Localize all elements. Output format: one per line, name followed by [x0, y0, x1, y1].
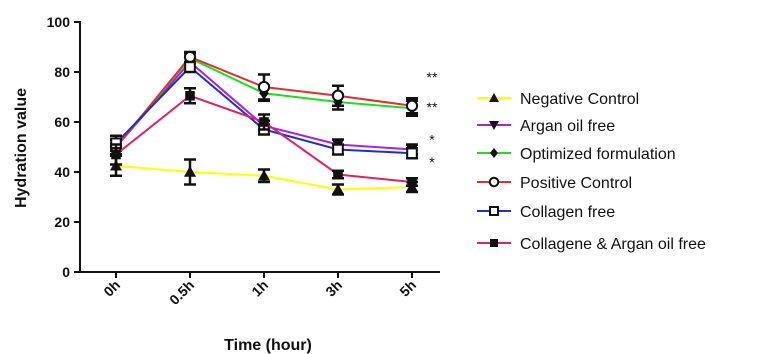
data-point	[184, 166, 196, 177]
series-4	[109, 50, 419, 156]
y-tick-label: 100	[47, 14, 71, 30]
legend-entry: Collagene & Argan oil free	[477, 236, 706, 253]
y-tick-label: 80	[54, 64, 70, 80]
x-tick-label: 3h	[322, 277, 345, 300]
legend-marker	[488, 176, 500, 188]
data-point	[405, 99, 419, 112]
data-point	[257, 80, 271, 94]
y-axis-title: Hydration value	[13, 88, 30, 208]
legend-entry: Negative Control	[477, 91, 639, 108]
legend-marker	[489, 93, 499, 102]
y-tick-label: 60	[54, 114, 70, 130]
legend-label: Optimized formulation	[520, 146, 676, 163]
legend-marker	[490, 239, 498, 247]
data-point	[406, 147, 418, 160]
x-axis-title: Time (hour)	[224, 337, 312, 354]
legend-label: Collagen free	[520, 204, 615, 221]
significance-annotations: ******	[427, 69, 438, 170]
legend-entry: Positive Control	[477, 175, 632, 192]
x-tick-label: 5h	[396, 277, 419, 300]
legend-marker	[489, 206, 499, 216]
legend-marker	[489, 121, 499, 130]
series-2	[110, 55, 418, 156]
series-3	[110, 52, 418, 156]
data-point	[332, 143, 344, 156]
y-tick-label: 20	[54, 214, 70, 230]
chart-axes	[79, 21, 440, 273]
chart-series	[109, 50, 419, 196]
data-point	[183, 50, 197, 64]
chart-legend: Negative Control Argan oil free Optimized …	[477, 91, 706, 253]
legend-label: Collagene & Argan oil free	[520, 236, 706, 253]
legend-label: Negative Control	[520, 91, 639, 108]
data-point	[259, 117, 269, 127]
x-tick-label: 0.5h	[166, 277, 197, 308]
x-tick-label: 1h	[248, 277, 271, 300]
y-tick-label: 40	[54, 164, 70, 180]
data-point	[332, 183, 344, 195]
y-tick-label: 0	[62, 264, 70, 280]
data-point	[331, 89, 345, 102]
data-point	[111, 149, 121, 160]
significance-mark: **	[427, 69, 438, 85]
significance-mark: *	[429, 154, 435, 170]
legend-marker	[490, 148, 498, 158]
series-1	[110, 154, 418, 196]
data-point	[185, 90, 195, 101]
legend-entry: Collagen free	[477, 204, 615, 221]
data-point	[258, 169, 270, 181]
data-point	[407, 177, 417, 187]
legend-label: Positive Control	[520, 175, 632, 192]
x-tick-label: 0h	[100, 277, 123, 300]
significance-mark: **	[427, 99, 438, 115]
series-6	[110, 87, 418, 187]
data-point	[333, 169, 343, 180]
legend-entry: Optimized formulation	[477, 146, 676, 163]
y-axis-ticks: 0 20 40 60 80 100	[47, 14, 80, 280]
legend-entry: Argan oil free	[477, 118, 615, 135]
significance-mark: *	[429, 132, 435, 148]
legend-label: Argan oil free	[520, 118, 615, 135]
x-axis-ticks: 0h 0.5h 1h 3h 5h	[100, 272, 419, 308]
data-point	[184, 61, 196, 73]
